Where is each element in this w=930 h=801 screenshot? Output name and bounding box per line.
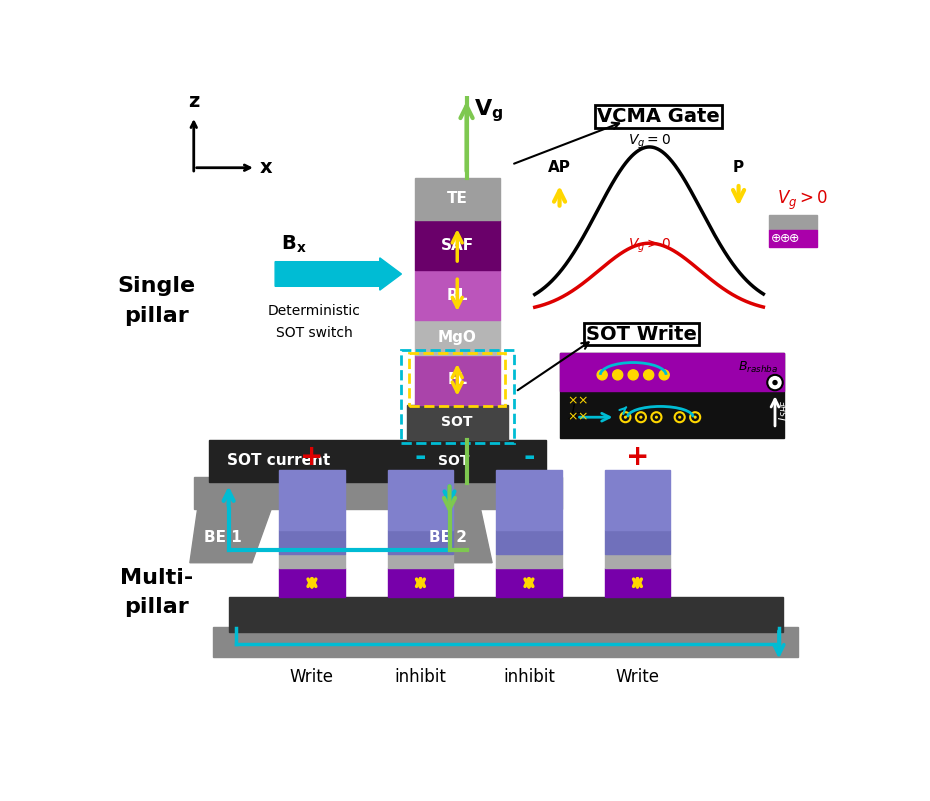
Bar [406, 405, 508, 440]
Text: -: - [415, 443, 426, 471]
Circle shape [628, 370, 638, 380]
Bar [496, 469, 562, 529]
Circle shape [678, 416, 681, 419]
Text: $\times$: $\times$ [567, 395, 578, 408]
Circle shape [613, 370, 623, 380]
Text: $\oplus$: $\oplus$ [779, 232, 790, 245]
Bar [415, 220, 499, 270]
Bar [279, 568, 345, 598]
Text: BE 2: BE 2 [429, 529, 467, 545]
Circle shape [624, 416, 627, 419]
Text: MgO: MgO [438, 330, 477, 345]
Bar [229, 598, 783, 632]
Bar [604, 568, 671, 598]
Text: SAF: SAF [441, 238, 473, 252]
Circle shape [772, 380, 777, 385]
Bar [604, 529, 671, 554]
Text: z: z [188, 92, 199, 111]
Text: Deterministic: Deterministic [268, 304, 360, 318]
Text: $\mathbf{B_x}$: $\mathbf{B_x}$ [281, 234, 306, 256]
Text: $\times$: $\times$ [578, 411, 588, 424]
Circle shape [639, 416, 643, 419]
Text: inhibit: inhibit [394, 668, 446, 686]
Text: VCMA Gate: VCMA Gate [597, 107, 720, 126]
Text: P: P [733, 160, 744, 175]
Polygon shape [190, 509, 272, 563]
Bar [496, 529, 562, 554]
Bar [279, 529, 345, 554]
Text: pillar: pillar [125, 306, 189, 326]
Bar [415, 355, 499, 405]
Text: $\mathbf{V_g}$: $\mathbf{V_g}$ [474, 97, 504, 123]
Text: $\times$: $\times$ [578, 395, 588, 408]
Circle shape [597, 370, 607, 380]
Circle shape [659, 370, 670, 380]
Text: $J_{SHE}$: $J_{SHE}$ [777, 400, 791, 422]
Text: SOT Write: SOT Write [586, 324, 698, 344]
Bar [415, 320, 499, 355]
Text: $\oplus$: $\oplus$ [770, 232, 781, 245]
Bar [279, 469, 345, 529]
Bar [560, 353, 784, 438]
Text: $\oplus$: $\oplus$ [789, 232, 800, 245]
FancyArrow shape [275, 258, 402, 290]
Text: +: + [626, 443, 649, 471]
Text: -: - [524, 443, 535, 471]
Text: FL: FL [447, 372, 467, 388]
Text: SOT: SOT [442, 415, 473, 429]
Text: +: + [300, 443, 324, 471]
Bar [209, 440, 546, 482]
Text: $\times$: $\times$ [567, 411, 578, 424]
Text: TE: TE [446, 191, 468, 207]
Text: $V_g>0$: $V_g>0$ [628, 236, 671, 255]
Bar [388, 568, 453, 598]
Text: AP: AP [548, 160, 571, 175]
Text: Write: Write [616, 668, 659, 686]
Text: SOT current: SOT current [227, 453, 331, 469]
Text: $V_g=0$: $V_g=0$ [628, 132, 671, 151]
Bar [769, 230, 817, 247]
Circle shape [644, 370, 654, 380]
Bar [604, 469, 671, 529]
Text: $B_{rashba}$: $B_{rashba}$ [738, 360, 778, 375]
Text: pillar: pillar [125, 597, 189, 617]
Text: inhibit: inhibit [503, 668, 555, 686]
Text: x: x [259, 159, 272, 177]
Bar [279, 554, 345, 568]
Bar [604, 554, 671, 568]
Bar [193, 477, 562, 509]
Bar [213, 627, 798, 657]
Circle shape [767, 375, 783, 390]
Bar [496, 554, 562, 568]
Bar [415, 178, 499, 220]
Bar [769, 215, 817, 230]
Bar [388, 529, 453, 554]
Text: RL: RL [446, 288, 468, 303]
Bar [415, 270, 499, 320]
Text: SOT switch: SOT switch [275, 326, 352, 340]
Text: BE 1: BE 1 [205, 529, 242, 545]
Circle shape [655, 416, 658, 419]
Text: $V_g>0$: $V_g>0$ [777, 189, 828, 212]
Bar [388, 554, 453, 568]
Circle shape [694, 416, 697, 419]
Bar [401, 350, 513, 443]
Text: SOT: SOT [438, 453, 469, 468]
Bar [560, 353, 784, 392]
Text: $J_c$: $J_c$ [567, 401, 582, 421]
Text: Write: Write [290, 668, 334, 686]
Bar [388, 469, 453, 529]
Text: Multi-: Multi- [120, 568, 193, 588]
Text: Single: Single [117, 276, 195, 296]
Bar [409, 353, 505, 406]
Bar [496, 568, 562, 598]
Polygon shape [399, 509, 492, 563]
